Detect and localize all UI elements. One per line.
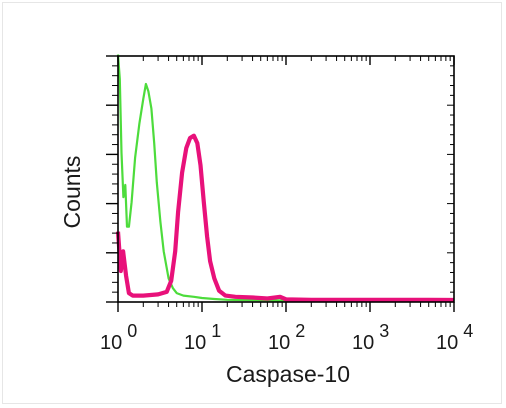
y-axis-title: Counts	[59, 156, 85, 229]
x-tick-label: 103	[352, 321, 389, 354]
histogram-series-2-line	[115, 133, 455, 303]
plot-area-border	[117, 55, 455, 303]
histogram-series-1-line	[116, 54, 454, 302]
x-tick-label: 101	[184, 321, 221, 354]
x-tick-label: 100	[100, 321, 137, 354]
x-tick-label: 104	[436, 321, 473, 354]
x-tick-label: 102	[268, 321, 305, 354]
figure-frame	[2, 2, 502, 404]
x-axis-title: Caspase-10	[226, 361, 350, 387]
